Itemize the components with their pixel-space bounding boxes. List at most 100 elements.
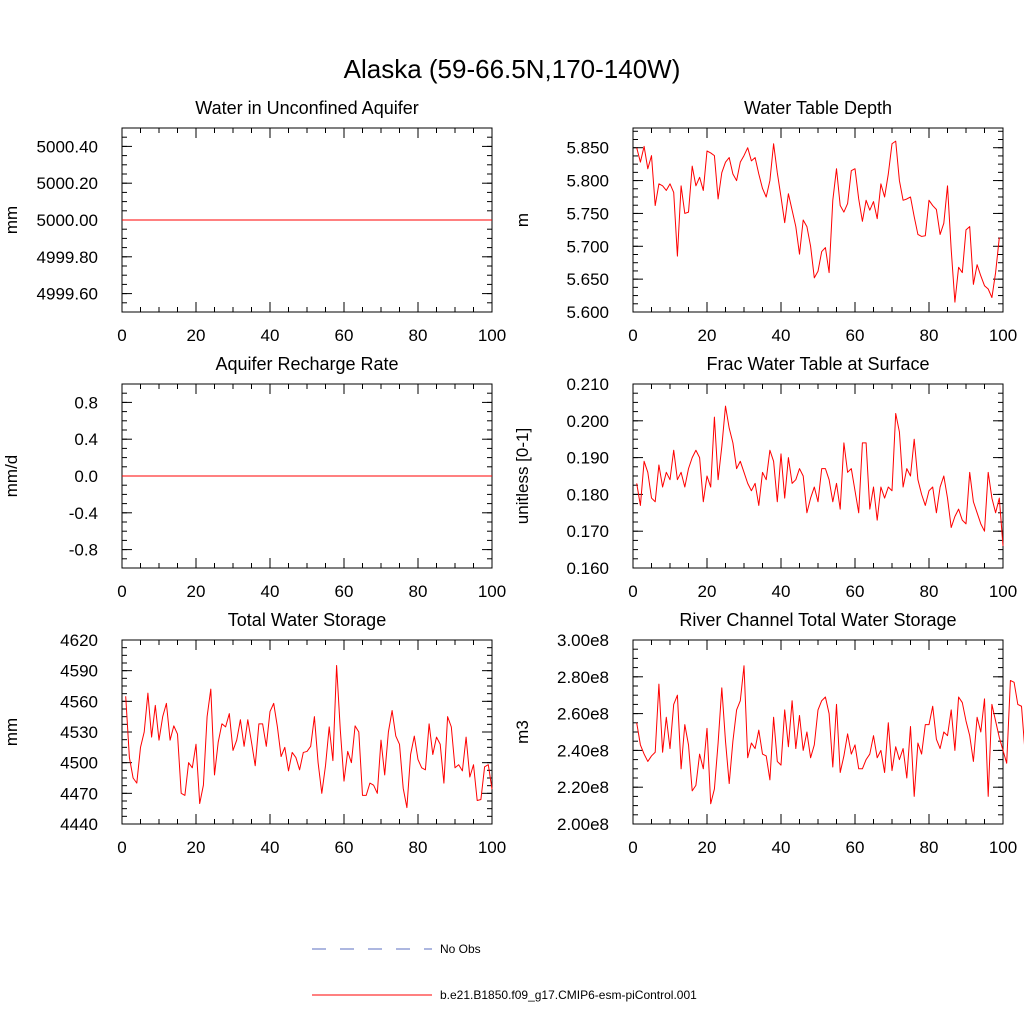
y-tick-label: 4620	[60, 631, 98, 650]
x-tick-label: 40	[772, 582, 791, 601]
y-tick-label: 5000.20	[37, 174, 98, 193]
y-tick-label: 5.850	[566, 139, 609, 158]
y-tick-label: -0.4	[69, 504, 98, 523]
y-tick-label: 0.180	[566, 485, 609, 504]
y-tick-label: 4440	[60, 815, 98, 834]
y-tick-label: 2.20e8	[557, 778, 609, 797]
y-tick-label: 2.80e8	[557, 668, 609, 687]
y-tick-label: 0.0	[74, 467, 98, 486]
x-tick-label: 0	[628, 582, 637, 601]
x-tick-label: 0	[117, 582, 126, 601]
chart-panel-2: Water Table Depth m 0 20 40 60 80 100 5.600 5.650…	[513, 98, 1017, 345]
y-tick-label: 5.650	[566, 270, 609, 289]
x-tick-label: 40	[261, 838, 280, 857]
series-line	[636, 140, 1000, 303]
panel-title: Frac Water Table at Surface	[706, 354, 929, 374]
x-tick-label: 0	[117, 838, 126, 857]
x-tick-label: 40	[772, 838, 791, 857]
legend: No Obs b.e21.B1850.f09_g17.CMIP6-esm-piC…	[312, 942, 697, 1002]
y-tick-label: 5000.40	[37, 137, 98, 156]
x-tick-label: 80	[409, 326, 428, 345]
x-tick-label: 100	[478, 326, 506, 345]
series-line	[636, 665, 1024, 805]
x-tick-label: 20	[187, 582, 206, 601]
y-axis-label: m	[513, 213, 532, 227]
chart-panel-4: Frac Water Table at Surface unitless [0-1…	[513, 354, 1017, 601]
chart-panel-3: Aquifer Recharge Rate mm/d 0 20 40 60 80 100 -0.…	[2, 354, 506, 601]
x-tick-label: 20	[187, 326, 206, 345]
panel-title: River Channel Total Water Storage	[679, 610, 956, 630]
y-tick-label: 2.00e8	[557, 815, 609, 834]
x-tick-label: 100	[989, 326, 1017, 345]
x-tick-label: 0	[628, 838, 637, 857]
y-tick-label: 5.600	[566, 303, 609, 322]
x-tick-label: 40	[261, 582, 280, 601]
x-tick-label: 60	[335, 326, 354, 345]
y-axis-label: mm	[2, 206, 21, 234]
x-tick-label: 40	[261, 326, 280, 345]
series-line	[125, 665, 493, 809]
x-tick-label: 20	[698, 582, 717, 601]
y-tick-label: 4999.80	[37, 248, 98, 267]
panel-title: Total Water Storage	[228, 610, 386, 630]
x-tick-label: 0	[117, 326, 126, 345]
y-axis-label: unitless [0-1]	[513, 428, 532, 524]
y-axis-label: mm	[2, 718, 21, 746]
x-tick-label: 60	[846, 326, 865, 345]
legend-model-label: b.e21.B1850.f09_g17.CMIP6-esm-piControl.…	[440, 988, 697, 1002]
x-tick-label: 60	[846, 838, 865, 857]
x-tick-label: 80	[409, 838, 428, 857]
panels-group: Water in Unconfined Aquifer mm 0 20 40 60 80 10…	[2, 98, 1024, 857]
y-tick-label: 5.700	[566, 237, 609, 256]
y-tick-label: 4590	[60, 662, 98, 681]
x-tick-label: 80	[920, 838, 939, 857]
x-tick-label: 20	[187, 838, 206, 857]
x-tick-label: 0	[628, 326, 637, 345]
y-axis-label: mm/d	[2, 455, 21, 498]
y-tick-label: 4500	[60, 754, 98, 773]
panel-title: Water in Unconfined Aquifer	[195, 98, 418, 118]
chart-panel-1: Water in Unconfined Aquifer mm 0 20 40 60 80 10…	[2, 98, 506, 345]
panel-title: Water Table Depth	[744, 98, 892, 118]
y-tick-label: 0.190	[566, 449, 609, 468]
y-tick-label: 5.800	[566, 172, 609, 191]
y-tick-label: -0.8	[69, 541, 98, 560]
x-tick-label: 60	[335, 838, 354, 857]
y-tick-label: 2.40e8	[557, 741, 609, 760]
y-tick-label: 0.160	[566, 559, 609, 578]
y-tick-label: 3.00e8	[557, 631, 609, 650]
x-tick-label: 100	[478, 582, 506, 601]
x-tick-label: 20	[698, 326, 717, 345]
y-tick-label: 4999.60	[37, 285, 98, 304]
y-tick-label: 5000.00	[37, 211, 98, 230]
x-tick-label: 60	[846, 582, 865, 601]
y-tick-label: 4560	[60, 692, 98, 711]
x-tick-label: 40	[772, 326, 791, 345]
y-tick-label: 4470	[60, 784, 98, 803]
chart-panel-6: River Channel Total Water Storage m3 0 20 40…	[513, 610, 1024, 857]
x-tick-label: 80	[920, 326, 939, 345]
x-tick-label: 60	[335, 582, 354, 601]
y-tick-label: 5.750	[566, 204, 609, 223]
x-tick-label: 100	[989, 838, 1017, 857]
figure-title: Alaska (59-66.5N,170-140W)	[344, 54, 681, 84]
y-tick-label: 0.200	[566, 412, 609, 431]
chart-panel-5: Total Water Storage mm 0 20 40 60 80 100 4440 447…	[2, 610, 506, 857]
x-tick-label: 80	[920, 582, 939, 601]
y-axis-label: m3	[513, 720, 532, 744]
x-tick-label: 80	[409, 582, 428, 601]
series-line	[636, 405, 1004, 546]
y-tick-label: 0.8	[74, 393, 98, 412]
legend-obs-label: No Obs	[440, 942, 481, 956]
x-tick-label: 20	[698, 838, 717, 857]
panel-title: Aquifer Recharge Rate	[215, 354, 398, 374]
y-tick-label: 0.170	[566, 522, 609, 541]
y-tick-label: 0.4	[74, 430, 98, 449]
y-tick-label: 4530	[60, 723, 98, 742]
x-tick-label: 100	[989, 582, 1017, 601]
y-tick-label: 2.60e8	[557, 705, 609, 724]
y-tick-label: 0.210	[566, 375, 609, 394]
x-tick-label: 100	[478, 838, 506, 857]
